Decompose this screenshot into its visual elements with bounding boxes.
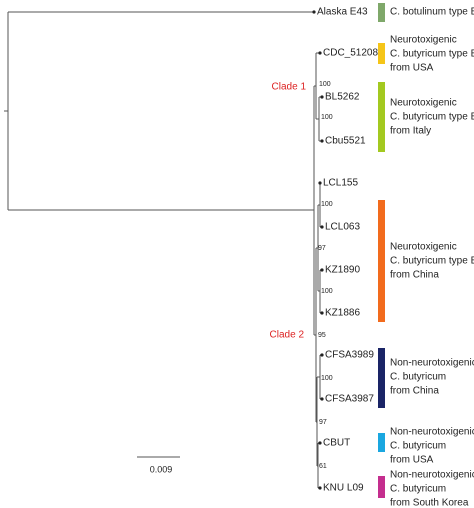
leaf-label: KNU L09 <box>323 483 364 494</box>
group-bar <box>378 200 385 322</box>
scale-label: 0.009 <box>150 464 173 474</box>
group-label: from USA <box>390 455 434 466</box>
leaf-tip <box>320 139 324 143</box>
group-label: C. botulinum type E <box>390 7 474 18</box>
leaf-tip <box>318 181 322 185</box>
leaf-label: Alaska E43 <box>317 7 368 18</box>
bootstrap-value: 100 <box>321 201 333 208</box>
leaf-label: CFSA3987 <box>325 394 374 405</box>
group-label: C. butyricum <box>390 441 446 452</box>
group-bar <box>378 476 385 498</box>
tree-branches <box>4 11 322 489</box>
bootstrap-value: 95 <box>318 332 326 339</box>
leaf-tip <box>320 311 324 315</box>
group-label: Neurotoxigenic <box>390 98 457 109</box>
bootstrap-value: 97 <box>318 245 326 252</box>
group-label: C. butyricum type E <box>390 256 474 267</box>
group-label: C. butyricum type E <box>390 49 474 60</box>
leaf-label: LCL063 <box>325 222 360 233</box>
clade-label: Clade 1 <box>272 82 307 93</box>
group-label: Non-neurotoxigenic <box>390 358 474 369</box>
group-bar <box>378 82 385 152</box>
leaf-tip <box>320 95 324 99</box>
bootstrap-value: 100 <box>321 288 333 295</box>
leaf-tip <box>320 225 324 229</box>
leaf-tip <box>320 353 324 357</box>
group-label: C. butyricum <box>390 372 446 383</box>
leaf-tip <box>318 441 322 445</box>
leaf-tip <box>312 10 316 14</box>
leaf-label: KZ1886 <box>325 308 360 319</box>
group-label: from Italy <box>390 126 431 137</box>
group-label: Neurotoxigenic <box>390 242 457 253</box>
group-label: C. butyricum <box>390 484 446 495</box>
group-label: Neurotoxigenic <box>390 35 457 46</box>
bootstrap-value: 100 <box>321 114 333 121</box>
leaf-tip <box>318 486 322 490</box>
group-label: Non-neurotoxigenic <box>390 427 474 438</box>
leaf-label: CDC_51208 <box>323 48 378 59</box>
group-bar <box>378 43 385 64</box>
clade-1-branches <box>314 52 322 142</box>
root-branches <box>4 11 314 211</box>
group-label: C. butyricum type E <box>390 112 474 123</box>
bootstrap-value: 97 <box>319 419 327 426</box>
leaf-label: CBUT <box>323 438 350 449</box>
group-label: from USA <box>390 63 434 74</box>
group-bar <box>378 348 385 408</box>
bootstrap-value: 61 <box>319 463 327 470</box>
leaf-label: Cbu5521 <box>325 136 366 147</box>
group-bar <box>378 433 385 452</box>
leaf-tip <box>320 397 324 401</box>
group-label: from China <box>390 386 439 397</box>
group-bar <box>378 3 385 22</box>
leaf-label: CFSA3989 <box>325 350 374 361</box>
group-label: from China <box>390 270 439 281</box>
leaf-tip <box>320 268 324 272</box>
leaf-label: LCL155 <box>323 178 358 189</box>
leaf-tip <box>318 51 322 55</box>
leaf-label: KZ1890 <box>325 265 360 276</box>
group-label: Non-neurotoxigenic <box>390 470 474 481</box>
group-label: from South Korea <box>390 498 469 508</box>
clade-label: Clade 2 <box>270 330 305 341</box>
leaf-label: BL5262 <box>325 92 360 103</box>
bootstrap-value: 100 <box>321 375 333 382</box>
bootstrap-value: 100 <box>319 81 331 88</box>
